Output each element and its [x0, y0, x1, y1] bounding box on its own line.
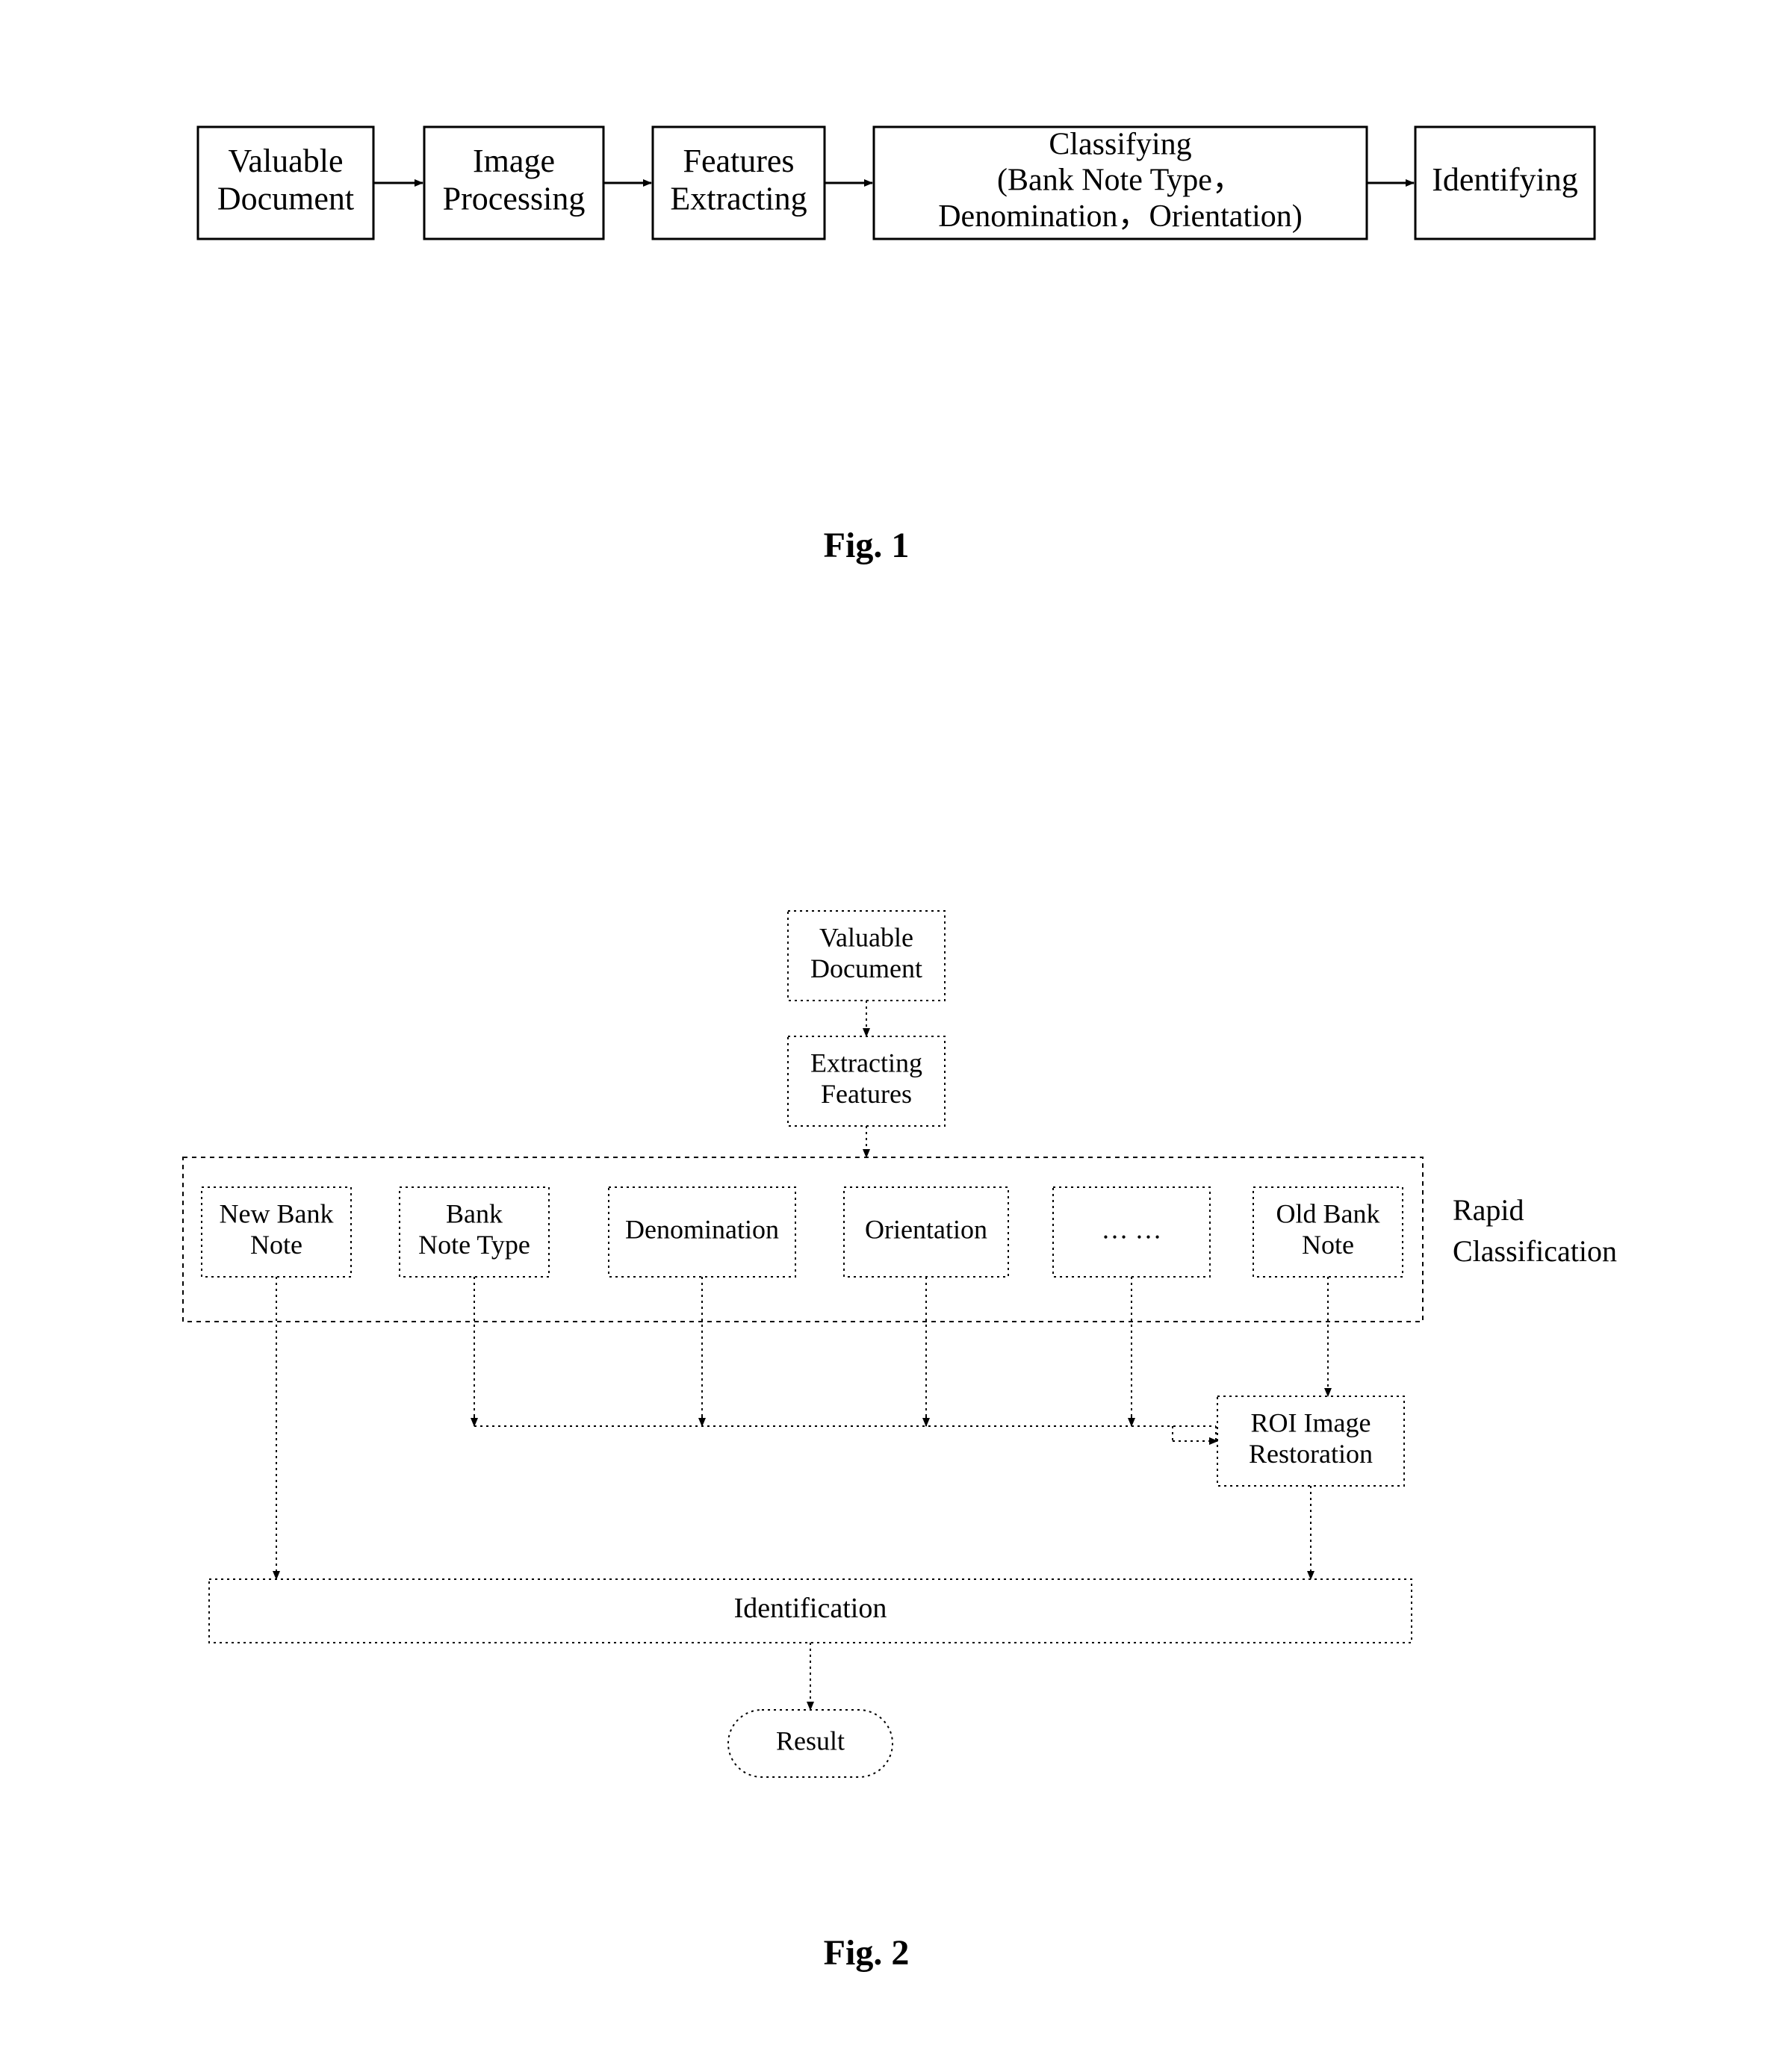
caption-fig1: Fig. 1 [824, 526, 910, 565]
fig2-ef-text-line0: Extracting [810, 1048, 922, 1078]
fig2-c1-text-line1: Note Type [418, 1230, 530, 1260]
fig2-sidelabel-1: Classification [1453, 1234, 1617, 1268]
fig1-b4-text-line0: Classifying [1049, 127, 1191, 161]
fig1-b5-text: Identifying [1432, 161, 1578, 198]
fig2-c0-text-line1: Note [250, 1230, 302, 1260]
fig1-b3-text-line0: Features [683, 143, 794, 179]
fig1-b2-text-line1: Processing [443, 180, 586, 217]
fig1-b1-text-line0: Valuable [229, 143, 344, 179]
fig2-sidelabel-0: Rapid [1453, 1193, 1524, 1227]
fig2-c1-text-line0: Bank [446, 1199, 503, 1229]
fig2-c2-text: Denomination [625, 1214, 779, 1244]
fig2-result-text: Result [776, 1726, 845, 1755]
fig2-ident-text: Identification [734, 1593, 887, 1624]
fig2-roi-text-line0: ROI Image [1251, 1408, 1371, 1438]
fig1-b3-text-line1: Extracting [670, 180, 807, 217]
fig2-roi-text-line1: Restoration [1249, 1439, 1373, 1469]
fig2-c3-text: Orientation [865, 1214, 987, 1244]
fig1-b4-text-line1: (Bank Note Type， [997, 164, 1244, 198]
caption-fig2: Fig. 2 [824, 1933, 910, 1973]
fig2-classification-group [183, 1157, 1423, 1322]
fig2-vd-text-line0: Valuable [819, 923, 913, 953]
fig2-c0-text-line0: New Bank [220, 1199, 334, 1229]
fig1-b4-text-line2: Denomination，Orientation) [938, 199, 1303, 234]
fig2-ef-text-line1: Features [821, 1079, 912, 1109]
fig2-c5-text-line0: Old Bank [1276, 1199, 1380, 1229]
fig2-vd-text-line1: Document [810, 953, 922, 983]
fig2-c5-text-line1: Note [1302, 1230, 1354, 1260]
fig1-b1-text-line1: Document [217, 180, 354, 217]
fig1-b2-text-line0: Image [473, 143, 555, 179]
fig2-c4-text: … … [1102, 1214, 1162, 1244]
